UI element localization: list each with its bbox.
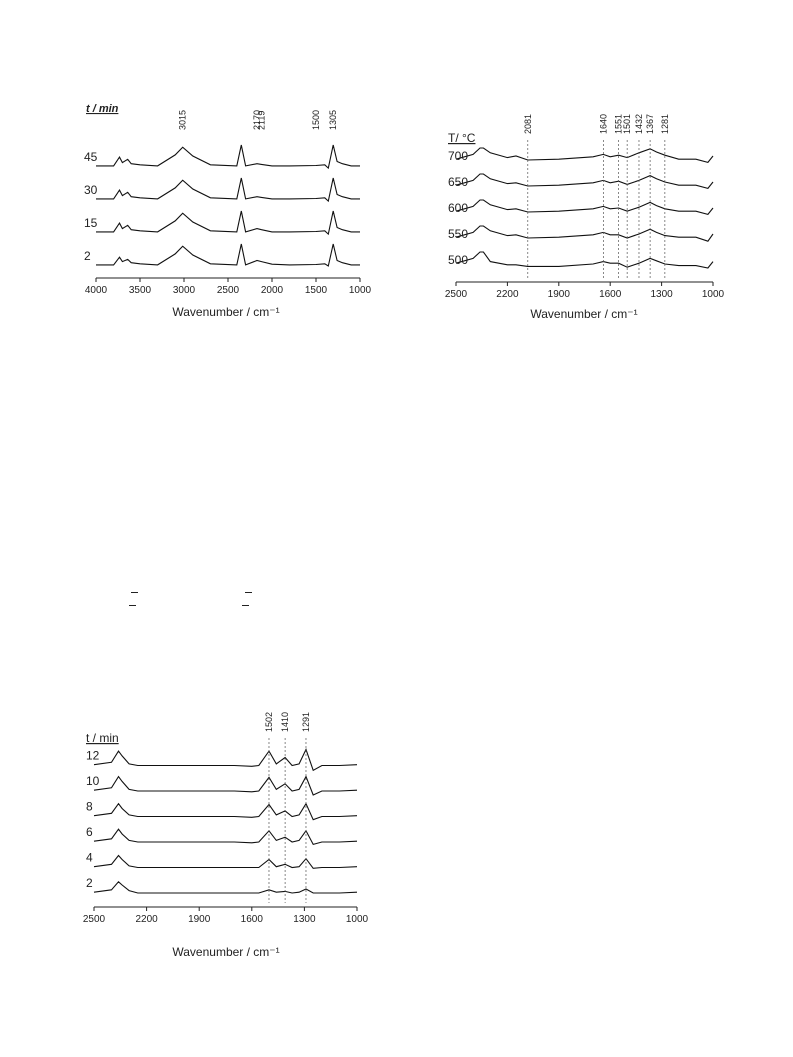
spectrum-panel-bottom-left: 1502 1410 1291 2500 2200 1900 1600 1300 1000 12… <box>78 700 369 962</box>
x-tick-label: 1600 <box>599 289 622 300</box>
series-label-600: 600 <box>448 201 468 215</box>
series-label-8: 8 <box>86 800 93 814</box>
series-line-550 <box>455 225 714 242</box>
x-tick-label: 2200 <box>496 289 519 300</box>
x-tick-label: 3500 <box>129 285 152 296</box>
series-line-12 <box>93 748 358 772</box>
annotation-label: 1551 <box>614 114 624 134</box>
spectrum-panel-top-right: 2081 1640 1551 1501 1432 1367 1281 2500 2200 190… <box>438 72 728 334</box>
series-label-550: 550 <box>448 227 468 241</box>
series-line-600 <box>455 199 714 216</box>
series-label-2: 2 <box>86 876 93 890</box>
series-label-45: 45 <box>84 150 98 164</box>
series-label-6: 6 <box>86 825 93 839</box>
stray-dash-mark <box>245 592 252 593</box>
series-label-10: 10 <box>86 774 100 788</box>
stray-dash-mark <box>242 605 249 606</box>
x-tick-label: 1900 <box>548 289 571 300</box>
x-tick-label: 2500 <box>217 285 240 296</box>
series-line-650 <box>455 173 714 190</box>
stray-dash-mark <box>129 605 136 606</box>
stray-dash-mark <box>131 592 138 593</box>
x-tick-label: 1600 <box>241 914 264 925</box>
series-label-30: 30 <box>84 183 98 197</box>
series-line-2 <box>93 881 358 894</box>
series-line-15 <box>96 210 360 236</box>
x-tick-label: 1500 <box>305 285 328 296</box>
series-line-4 <box>93 854 358 869</box>
annotation-label: 1432 <box>634 114 644 134</box>
plot-area: 1502 1410 1291 2500 2200 1900 1600 1300 1000 12… <box>83 712 369 925</box>
spectrum-chart-bottom-left: 1502 1410 1291 2500 2200 1900 1600 1300 1000 12… <box>83 712 369 959</box>
series-line-500 <box>455 251 714 269</box>
x-tick-label: 2200 <box>135 914 158 925</box>
legend-title: t / min <box>86 731 119 745</box>
series-label-4: 4 <box>86 851 93 865</box>
series-label-12: 12 <box>86 749 100 763</box>
x-tick-label: 3000 <box>173 285 196 296</box>
x-axis-label: Wavenumber / cm⁻¹ <box>172 945 279 959</box>
x-tick-label: 1300 <box>650 289 673 300</box>
annotation-label: 1640 <box>598 114 608 134</box>
legend-title: T/ °C <box>448 131 476 145</box>
x-tick-label: 4000 <box>85 285 108 296</box>
series-line-6 <box>93 828 358 846</box>
series-line-30 <box>96 177 360 203</box>
x-tick-label: 1300 <box>293 914 316 925</box>
series-line-700 <box>455 147 714 164</box>
annotation-label: 3015 <box>178 110 188 130</box>
x-tick-label: 1000 <box>349 285 372 296</box>
x-tick-label: 2000 <box>261 285 284 296</box>
series-line-45 <box>96 144 360 170</box>
annotation-label: 2081 <box>523 114 533 134</box>
annotation-label: 2119 <box>257 111 267 130</box>
x-axis-label: Wavenumber / cm⁻¹ <box>172 305 279 319</box>
x-tick-label: 1900 <box>188 914 211 925</box>
series-label-500: 500 <box>448 253 468 267</box>
x-tick-label: 1000 <box>702 289 725 300</box>
x-tick-label: 2500 <box>83 914 106 925</box>
annotation-label: 2170 <box>252 110 262 130</box>
series-label-650: 650 <box>448 175 468 189</box>
annotation-label: 1305 <box>328 110 338 130</box>
annotation-label: 1367 <box>645 114 655 134</box>
x-tick-label: 2500 <box>445 289 468 300</box>
x-tick-label: 1000 <box>346 914 369 925</box>
series-label-2: 2 <box>84 249 91 263</box>
series-line-8 <box>93 802 358 821</box>
annotation-label: 1501 <box>622 114 632 134</box>
annotation-label: 1502 <box>264 712 274 732</box>
spectrum-panel-top-left: 3015 2170 2119 1500 1305 4000 3500 3000 2500 200… <box>78 72 372 334</box>
legend-title: t / min <box>86 103 119 115</box>
x-axis-label: Wavenumber / cm⁻¹ <box>530 307 637 321</box>
series-line-10 <box>93 775 358 796</box>
annotation-label: 1410 <box>280 712 290 732</box>
annotation-label: 1281 <box>660 114 670 134</box>
series-line-2 <box>96 243 360 267</box>
series-label-15: 15 <box>84 216 98 230</box>
series-label-700: 700 <box>448 149 468 163</box>
annotation-label: 1500 <box>311 110 321 130</box>
annotation-label: 1291 <box>301 712 311 732</box>
